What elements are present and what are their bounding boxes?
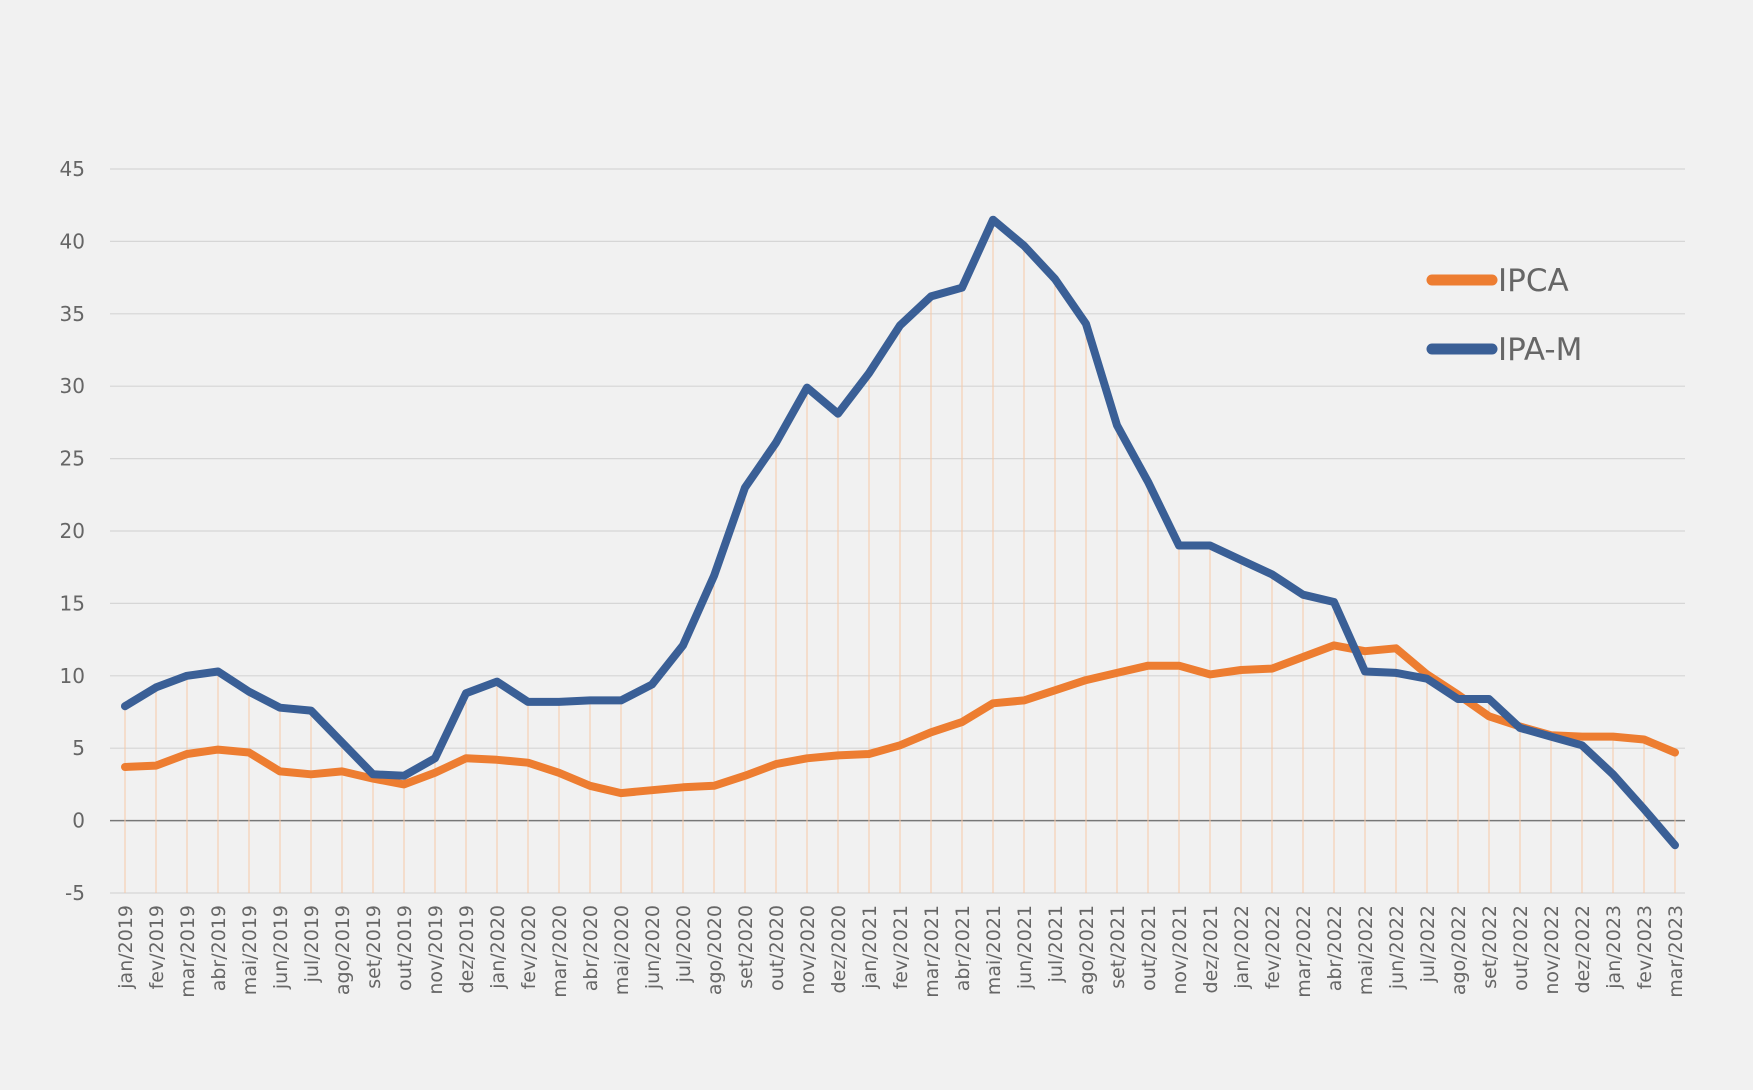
x-tick-label: dez/2021 — [1200, 905, 1222, 993]
x-tick-label: jun/2019 — [270, 905, 292, 990]
x-tick-label: jan/2021 — [859, 905, 881, 990]
y-tick-label: 25 — [60, 447, 85, 471]
x-tick-label: jun/2020 — [642, 905, 664, 990]
x-tick-label: fev/2023 — [1634, 905, 1656, 989]
x-tick-label: out/2022 — [1510, 905, 1532, 991]
x-tick-label: fev/2021 — [890, 905, 912, 989]
y-tick-label: 5 — [72, 736, 85, 760]
x-tick-label: ago/2022 — [1448, 905, 1470, 995]
legend-label: IPCA — [1498, 263, 1569, 299]
y-tick-label: 30 — [60, 374, 85, 398]
x-tick-label: mar/2022 — [1293, 905, 1315, 998]
x-tick-label: dez/2022 — [1572, 905, 1594, 993]
x-tick-label: mai/2021 — [983, 905, 1005, 995]
y-tick-label: 45 — [60, 157, 85, 181]
x-tick-label: abr/2021 — [952, 905, 974, 991]
x-tick-label: fev/2019 — [146, 905, 168, 989]
x-tick-label: jan/2019 — [115, 905, 137, 990]
x-tick-label: fev/2022 — [1262, 905, 1284, 989]
x-tick-label: fev/2020 — [518, 905, 540, 989]
series-line-ipa-m — [121, 215, 1679, 850]
x-tick-label: jan/2020 — [487, 905, 509, 990]
x-tick-label: nov/2020 — [797, 905, 819, 995]
x-tick-label: ago/2019 — [332, 905, 354, 995]
x-tick-label: jul/2020 — [673, 905, 695, 983]
x-tick-label: mar/2020 — [549, 905, 571, 998]
x-tick-label: ago/2020 — [704, 905, 726, 995]
x-tick-label: jan/2022 — [1231, 905, 1253, 990]
x-tick-label: out/2019 — [394, 905, 416, 991]
x-tick-label: mar/2021 — [921, 905, 943, 998]
x-tick-label: mai/2020 — [611, 905, 633, 995]
x-tick-label: jul/2019 — [301, 905, 323, 983]
x-tick-label: dez/2019 — [456, 905, 478, 993]
y-tick-label: -5 — [65, 881, 85, 905]
x-tick-label: mar/2019 — [177, 905, 199, 998]
x-tick-label: mai/2022 — [1355, 905, 1377, 995]
x-tick-label: ago/2021 — [1076, 905, 1098, 995]
x-tick-label: nov/2019 — [425, 905, 447, 995]
x-tick-label: out/2021 — [1138, 905, 1160, 991]
x-tick-label: nov/2021 — [1169, 905, 1191, 995]
x-tick-label: abr/2022 — [1324, 905, 1346, 991]
x-tick-label: out/2020 — [766, 905, 788, 991]
x-tick-label: set/2021 — [1107, 905, 1129, 989]
x-tick-label: nov/2022 — [1541, 905, 1563, 995]
y-tick-label: 0 — [72, 809, 85, 833]
x-tick-label: jun/2021 — [1014, 905, 1036, 990]
x-tick-label: jul/2022 — [1417, 905, 1439, 983]
y-tick-label: 15 — [60, 591, 85, 615]
x-tick-label: jul/2021 — [1045, 905, 1067, 983]
y-tick-label: 40 — [60, 229, 85, 253]
x-tick-label: abr/2019 — [208, 905, 230, 991]
x-tick-label: mai/2019 — [239, 905, 261, 995]
x-tick-label: jan/2023 — [1603, 905, 1625, 990]
x-tick-label: set/2022 — [1479, 905, 1501, 989]
x-tick-label: dez/2020 — [828, 905, 850, 993]
x-tick-label: abr/2020 — [580, 905, 602, 991]
x-tick-label: set/2020 — [735, 905, 757, 989]
y-tick-label: 20 — [60, 519, 85, 543]
y-tick-label: 35 — [60, 302, 85, 326]
x-tick-label: jun/2022 — [1386, 905, 1408, 990]
legend-label: IPA-M — [1498, 332, 1582, 368]
x-tick-label: mar/2023 — [1665, 905, 1687, 998]
series-line-ipca — [121, 641, 1679, 798]
x-tick-label: set/2019 — [363, 905, 385, 989]
y-tick-label: 10 — [60, 664, 85, 688]
